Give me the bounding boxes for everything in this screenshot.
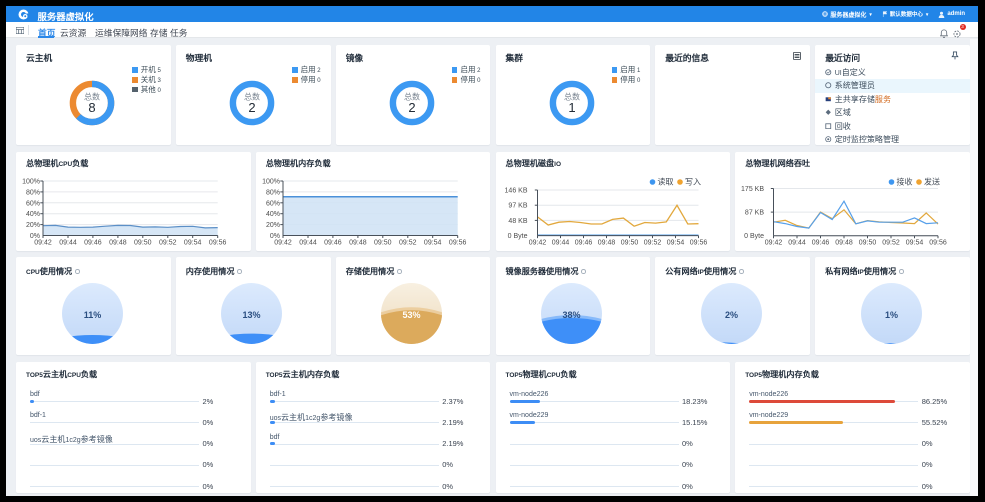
svg-text:09:46: 09:46	[812, 239, 830, 246]
svg-text:09:48: 09:48	[597, 239, 615, 246]
svg-text:09:48: 09:48	[109, 239, 127, 246]
svg-text:09:42: 09:42	[765, 239, 783, 246]
svg-text:读取: 读取	[657, 176, 673, 186]
svg-text:09:46: 09:46	[84, 239, 102, 246]
svg-text:2: 2	[249, 100, 256, 115]
svg-text:09:56: 09:56	[929, 239, 947, 246]
svg-text:09:50: 09:50	[620, 239, 638, 246]
svg-text:48 KB: 48 KB	[508, 217, 527, 224]
svg-text:100%: 100%	[262, 178, 280, 185]
svg-text:8: 8	[89, 100, 96, 115]
svg-text:总数: 总数	[244, 92, 260, 102]
svg-text:80%: 80%	[26, 189, 40, 196]
svg-text:09:42: 09:42	[34, 239, 52, 246]
svg-text:09:54: 09:54	[184, 239, 202, 246]
svg-text:接收: 接收	[897, 176, 913, 186]
svg-text:总数: 总数	[564, 92, 580, 102]
svg-text:60%: 60%	[266, 200, 280, 207]
svg-text:0 Byte: 0 Byte	[744, 233, 764, 240]
svg-text:97 KB: 97 KB	[508, 202, 527, 209]
svg-text:38%: 38%	[563, 310, 581, 320]
svg-text:100%: 100%	[22, 178, 40, 185]
svg-text:53%: 53%	[403, 310, 421, 320]
svg-text:写入: 写入	[685, 177, 701, 186]
svg-text:09:54: 09:54	[424, 239, 442, 246]
svg-text:40%: 40%	[26, 211, 40, 218]
svg-text:09:52: 09:52	[643, 239, 661, 246]
svg-text:146 KB: 146 KB	[504, 187, 527, 194]
svg-text:09:44: 09:44	[299, 239, 317, 246]
svg-text:13%: 13%	[243, 310, 261, 320]
svg-text:09:52: 09:52	[882, 239, 900, 246]
svg-text:09:44: 09:44	[788, 239, 806, 246]
svg-text:2: 2	[408, 100, 415, 115]
svg-text:0%: 0%	[30, 233, 40, 240]
svg-text:09:50: 09:50	[859, 239, 877, 246]
svg-text:20%: 20%	[266, 222, 280, 229]
svg-text:09:48: 09:48	[835, 239, 853, 246]
svg-text:09:46: 09:46	[324, 239, 342, 246]
svg-text:09:56: 09:56	[209, 239, 227, 246]
svg-text:09:50: 09:50	[134, 239, 152, 246]
svg-text:总数: 总数	[84, 92, 100, 102]
svg-text:20%: 20%	[26, 222, 40, 229]
svg-text:60%: 60%	[26, 200, 40, 207]
svg-text:09:54: 09:54	[906, 239, 924, 246]
svg-text:09:52: 09:52	[399, 239, 417, 246]
svg-text:09:46: 09:46	[574, 239, 592, 246]
svg-text:09:44: 09:44	[59, 239, 77, 246]
svg-text:0 Byte: 0 Byte	[507, 233, 527, 240]
svg-text:09:42: 09:42	[274, 239, 292, 246]
svg-text:0%: 0%	[270, 233, 280, 240]
svg-text:09:52: 09:52	[159, 239, 177, 246]
svg-text:发送: 发送	[924, 176, 940, 186]
svg-text:09:44: 09:44	[551, 239, 569, 246]
svg-text:87 KB: 87 KB	[745, 209, 764, 216]
svg-text:40%: 40%	[266, 211, 280, 218]
svg-text:09:50: 09:50	[374, 239, 392, 246]
svg-text:09:42: 09:42	[528, 239, 546, 246]
svg-text:总数: 总数	[404, 92, 420, 102]
svg-text:09:54: 09:54	[666, 239, 684, 246]
svg-text:09:56: 09:56	[689, 239, 707, 246]
svg-text:1: 1	[568, 100, 575, 115]
svg-text:1%: 1%	[885, 310, 898, 320]
svg-text:80%: 80%	[266, 189, 280, 196]
svg-text:2%: 2%	[725, 310, 738, 320]
svg-text:09:56: 09:56	[449, 239, 467, 246]
svg-text:175 KB: 175 KB	[741, 186, 764, 193]
svg-text:11%: 11%	[83, 310, 101, 320]
svg-text:09:48: 09:48	[349, 239, 367, 246]
